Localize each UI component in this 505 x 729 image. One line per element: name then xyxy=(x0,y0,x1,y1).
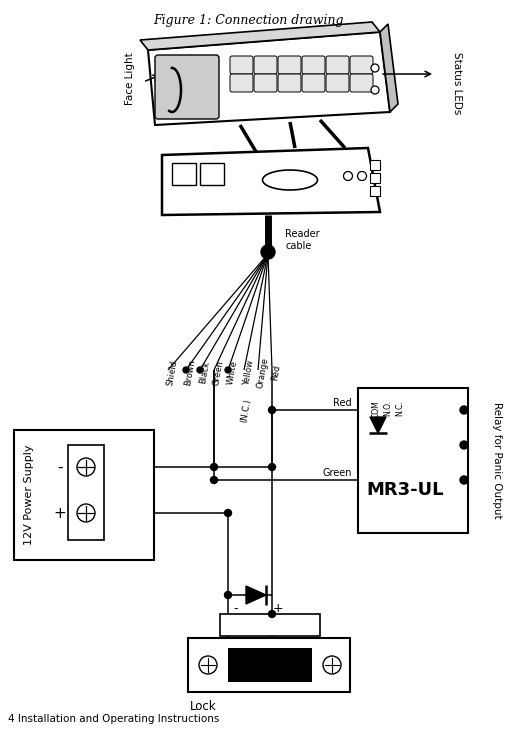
Circle shape xyxy=(197,367,203,373)
Text: Green: Green xyxy=(212,359,225,386)
Text: +: + xyxy=(273,602,283,615)
FancyBboxPatch shape xyxy=(254,74,277,92)
Circle shape xyxy=(261,245,275,259)
Text: Shield: Shield xyxy=(166,359,179,386)
Text: N.O.: N.O. xyxy=(383,400,392,416)
FancyBboxPatch shape xyxy=(278,56,301,74)
Text: 4 Installation and Operating Instructions: 4 Installation and Operating Instruction… xyxy=(8,714,219,724)
Circle shape xyxy=(211,477,218,483)
Bar xyxy=(370,186,380,196)
FancyBboxPatch shape xyxy=(350,74,373,92)
Bar xyxy=(172,163,196,185)
Circle shape xyxy=(269,610,276,617)
Circle shape xyxy=(269,407,276,413)
Text: Brown: Brown xyxy=(184,359,197,386)
FancyBboxPatch shape xyxy=(326,74,349,92)
Text: 12V Power Supply: 12V Power Supply xyxy=(24,445,34,545)
Text: Figure 1: Connection drawing: Figure 1: Connection drawing xyxy=(153,14,343,27)
Bar xyxy=(14,430,154,560)
Circle shape xyxy=(371,86,379,94)
Polygon shape xyxy=(148,32,390,125)
Text: +: + xyxy=(54,505,66,521)
Text: Orange: Orange xyxy=(256,356,270,389)
FancyBboxPatch shape xyxy=(350,56,373,74)
Text: Red: Red xyxy=(333,398,352,408)
Circle shape xyxy=(77,458,95,476)
FancyBboxPatch shape xyxy=(302,56,325,74)
Text: Status LEDs: Status LEDs xyxy=(452,52,462,114)
FancyBboxPatch shape xyxy=(155,55,219,119)
Bar xyxy=(358,388,468,533)
Circle shape xyxy=(199,656,217,674)
Circle shape xyxy=(460,441,468,449)
Bar xyxy=(220,614,320,636)
Polygon shape xyxy=(140,22,380,50)
Polygon shape xyxy=(162,148,380,215)
Text: Relay for Panic Output: Relay for Panic Output xyxy=(492,402,502,519)
Circle shape xyxy=(225,510,231,517)
FancyBboxPatch shape xyxy=(230,74,253,92)
Text: MR3-UL: MR3-UL xyxy=(366,480,443,499)
Circle shape xyxy=(460,406,468,414)
Bar xyxy=(68,445,104,540)
Polygon shape xyxy=(246,586,266,604)
Text: Yellow: Yellow xyxy=(242,359,255,386)
Circle shape xyxy=(460,476,468,484)
Text: -: - xyxy=(57,459,63,475)
Text: -: - xyxy=(234,602,238,615)
FancyBboxPatch shape xyxy=(278,74,301,92)
FancyBboxPatch shape xyxy=(302,74,325,92)
Text: Red: Red xyxy=(271,364,282,381)
FancyBboxPatch shape xyxy=(230,56,253,74)
Text: COM: COM xyxy=(372,400,380,418)
Circle shape xyxy=(371,64,379,72)
Polygon shape xyxy=(380,24,398,112)
FancyBboxPatch shape xyxy=(326,56,349,74)
Circle shape xyxy=(211,464,218,470)
Text: Reader
cable: Reader cable xyxy=(285,229,320,251)
Text: Lock: Lock xyxy=(190,700,217,713)
Circle shape xyxy=(323,656,341,674)
Text: N.C.: N.C. xyxy=(395,400,405,416)
Bar xyxy=(370,173,380,183)
Circle shape xyxy=(225,591,231,599)
Circle shape xyxy=(225,367,231,373)
Circle shape xyxy=(343,171,352,181)
Text: (N.C.): (N.C.) xyxy=(239,398,252,424)
Text: Face Light: Face Light xyxy=(125,52,135,105)
Bar xyxy=(228,648,312,682)
Circle shape xyxy=(183,367,189,373)
FancyBboxPatch shape xyxy=(254,56,277,74)
Bar xyxy=(188,638,350,692)
Circle shape xyxy=(269,464,276,470)
Text: White: White xyxy=(226,360,239,386)
Circle shape xyxy=(358,171,367,181)
Bar xyxy=(370,160,380,170)
Text: Green: Green xyxy=(323,468,352,478)
Circle shape xyxy=(77,504,95,522)
Polygon shape xyxy=(370,417,386,433)
Bar xyxy=(200,163,224,185)
Text: Black: Black xyxy=(198,361,211,385)
Ellipse shape xyxy=(263,170,318,190)
